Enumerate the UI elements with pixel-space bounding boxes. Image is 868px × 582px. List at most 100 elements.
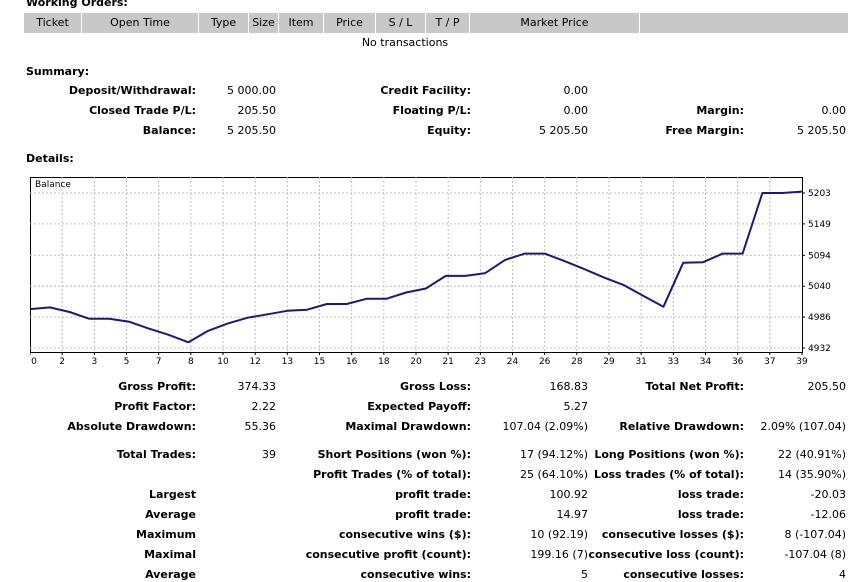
closed-trade-label: Closed Trade P/L: [89, 104, 196, 117]
summary-row-closed: Closed Trade P/L: 205.50 Floating P/L: 0… [0, 103, 868, 119]
profit-trades-value: 25 (64.10%) [519, 468, 588, 481]
chart-x-tick-label: 28 [571, 357, 583, 367]
orders-table-header: Ticket Open Time Type Size Item Price S … [24, 13, 848, 33]
column-extra[interactable] [640, 13, 848, 33]
average-consecutive-label: Average [145, 568, 196, 581]
short-positions-label: Short Positions (won %): [317, 448, 471, 461]
long-positions-label: Long Positions (won %): [594, 448, 744, 461]
expected-payoff-label: Expected Payoff: [367, 400, 471, 413]
column-open-time[interactable]: Open Time [82, 13, 199, 33]
summary-title: Summary: [26, 65, 90, 78]
chart-x-tick-label: 23 [475, 357, 486, 367]
avg-consecutive-losses-value: 4 [839, 568, 846, 581]
total-net-profit-value: 205.50 [807, 380, 847, 393]
profit-trades-label: Profit Trades (% of total): [313, 468, 471, 481]
deposit-value: 5 000.00 [227, 84, 276, 97]
largest-label: Largest [149, 488, 196, 501]
chart-x-tick-label: 24 [507, 357, 519, 367]
long-positions-value: 22 (40.91%) [777, 448, 846, 461]
max-consecutive-wins-label: consecutive wins ($): [338, 528, 471, 541]
margin-value: 0.00 [821, 104, 847, 117]
chart-x-tick-label: 15 [314, 357, 325, 367]
largest-loss-value: -20.03 [810, 488, 846, 501]
deposit-label: Deposit/Withdrawal: [68, 84, 196, 97]
chart-y-tick-label: 4932 [808, 344, 831, 354]
balance-label: Balance: [142, 124, 196, 137]
chart-y-tick-label: 5203 [808, 189, 831, 199]
column-market-price[interactable]: Market Price [470, 13, 640, 33]
total-trades-value: 39 [262, 448, 276, 461]
chart-x-tick-label: 33 [668, 357, 679, 367]
balance-chart-svg: 0 2 3 5 7 8 10 12 13 15 16 18 20 21 23 24 26 28 29 31 33 34 36… [30, 177, 831, 367]
no-transactions-text: No transactions [361, 36, 449, 49]
maximal-drawdown-value: 107.04 (2.09%) [502, 420, 588, 433]
balance-chart: 0 2 3 5 7 8 10 12 13 15 16 18 20 21 23 24 26 28 29 31 33 34 36… [30, 175, 850, 370]
chart-y-tick-label: 4986 [808, 313, 831, 323]
chart-x-tick-label: 0 [31, 357, 37, 367]
chart-x-tick-label: 20 [410, 357, 422, 367]
column-take-profit[interactable]: T / P [426, 13, 470, 33]
chart-x-tick-label: 29 [603, 357, 615, 367]
expected-payoff-value: 5.27 [563, 400, 589, 413]
chart-x-tick-label: 3 [91, 357, 97, 367]
largest-profit-label: profit trade: [395, 488, 471, 501]
max-consecutive-losses-label: consecutive losses ($): [601, 528, 744, 541]
loss-trades-value: 14 (35.90%) [777, 468, 846, 481]
column-ticket[interactable]: Ticket [24, 13, 82, 33]
chart-y-tick-label: 5149 [808, 220, 831, 230]
column-item[interactable]: Item [279, 13, 324, 33]
balance-series-line [30, 190, 803, 344]
average-profit-label: profit trade: [395, 508, 471, 521]
maximum-label: Maximum [136, 528, 196, 541]
total-trades-label: Total Trades: [116, 448, 196, 461]
maximal-consecutive-profit-label: consecutive profit (count): [305, 548, 471, 561]
largest-profit-value: 100.92 [549, 488, 589, 501]
chart-x-tick-label: 21 [442, 357, 453, 367]
maximal-label: Maximal [144, 548, 196, 561]
average-label: Average [145, 508, 196, 521]
column-stop-loss[interactable]: S / L [376, 13, 426, 33]
free-margin-value: 5 205.50 [797, 124, 846, 137]
maximal-consecutive-loss-value: -107.04 (8) [784, 548, 846, 561]
chart-x-tick-label: 36 [732, 357, 744, 367]
chart-x-tick-label: 16 [346, 357, 358, 367]
maximal-consecutive-profit-value: 199.16 (7) [530, 548, 588, 561]
column-size[interactable]: Size [249, 13, 279, 33]
column-type[interactable]: Type [199, 13, 249, 33]
short-positions-value: 17 (94.12%) [519, 448, 588, 461]
max-consecutive-wins-value: 10 (92.19) [530, 528, 588, 541]
chart-x-tick-label: 34 [700, 357, 712, 367]
details-title: Details: [26, 152, 74, 165]
summary-row-balance: Balance: 5 205.50 Equity: 5 205.50 Free … [0, 123, 868, 139]
relative-drawdown-label: Relative Drawdown: [619, 420, 744, 433]
profit-factor-label: Profit Factor: [114, 400, 196, 413]
chart-x-tick-label: 39 [796, 357, 808, 367]
chart-x-tick-label: 13 [282, 357, 293, 367]
absolute-drawdown-value: 55.36 [244, 420, 277, 433]
chart-x-tick-label: 10 [217, 357, 229, 367]
chart-x-tick-label: 2 [59, 357, 65, 367]
maximal-consecutive-loss-label: consecutive loss (count): [588, 548, 744, 561]
chart-x-tick-label: 7 [156, 357, 162, 367]
gross-profit-value: 374.33 [237, 380, 277, 393]
max-consecutive-losses-value: 8 (-107.04) [784, 528, 846, 541]
equity-label: Equity: [427, 124, 471, 137]
average-loss-label: loss trade: [677, 508, 744, 521]
chart-x-tick-label: 8 [188, 357, 194, 367]
chart-x-tick-label: 12 [249, 357, 260, 367]
summary-row-deposit: Deposit/Withdrawal: 5 000.00 Credit Faci… [0, 83, 868, 99]
closed-trade-value: 205.50 [237, 104, 277, 117]
absolute-drawdown-label: Absolute Drawdown: [67, 420, 196, 433]
column-price[interactable]: Price [324, 13, 376, 33]
loss-trades-label: Loss trades (% of total): [593, 468, 744, 481]
floating-value: 0.00 [563, 104, 589, 117]
gross-loss-label: Gross Loss: [400, 380, 471, 393]
floating-label: Floating P/L: [392, 104, 471, 117]
chart-y-tick-label: 5094 [808, 251, 831, 261]
gross-profit-label: Gross Profit: [118, 380, 196, 393]
working-orders-title: Working Orders: [26, 0, 128, 9]
profit-factor-value: 2.22 [251, 400, 277, 413]
maximal-drawdown-label: Maximal Drawdown: [345, 420, 471, 433]
average-profit-value: 14.97 [556, 508, 589, 521]
relative-drawdown-value: 2.09% (107.04) [760, 420, 846, 433]
